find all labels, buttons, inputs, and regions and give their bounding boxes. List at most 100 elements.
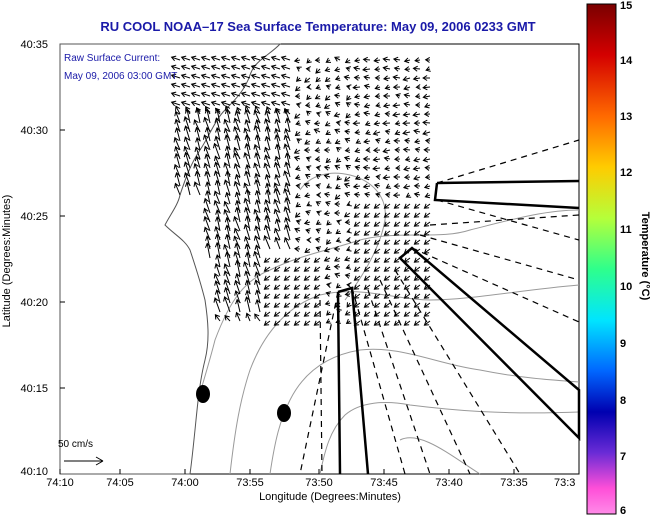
current-vector: [315, 84, 321, 90]
current-vector: [293, 245, 301, 252]
current-vector: [214, 225, 221, 241]
current-vector: [305, 156, 312, 162]
current-vector: [346, 282, 352, 288]
x-tick-label: 73:35: [500, 477, 528, 489]
current-vector: [263, 302, 271, 308]
current-vector: [344, 176, 351, 182]
current-vector: [346, 302, 352, 308]
current-vector: [283, 206, 291, 223]
current-vector: [183, 151, 191, 169]
current-vector: [363, 248, 371, 254]
x-tick-label: 73:3: [554, 477, 576, 489]
current-vector: [283, 257, 291, 263]
current-vector: [373, 275, 381, 281]
current-vector: [224, 108, 231, 124]
current-vector: [264, 135, 271, 151]
current-vector: [363, 83, 371, 90]
current-vector: [344, 256, 351, 262]
current-vector: [333, 246, 341, 252]
current-vector: [315, 111, 322, 117]
current-vector: [280, 73, 291, 80]
current-vector: [333, 256, 341, 262]
current-vector: [393, 239, 401, 245]
current-vector: [233, 152, 241, 169]
current-vector: [244, 108, 251, 124]
current-vector: [274, 173, 281, 187]
current-vector: [315, 219, 322, 225]
current-vector: [303, 302, 311, 308]
current-vector: [344, 119, 351, 126]
current-vector: [393, 284, 401, 290]
current-vector: [283, 311, 291, 317]
current-vector: [254, 189, 261, 205]
current-vector: [264, 154, 271, 169]
current-vector: [283, 275, 291, 281]
current-vector: [404, 156, 411, 163]
current-vector: [223, 118, 231, 133]
current-vector: [243, 151, 251, 169]
current-vector: [325, 138, 332, 144]
current-vector: [413, 230, 421, 236]
current-vector: [336, 175, 342, 181]
current-vector: [345, 84, 352, 90]
current-vector: [352, 183, 361, 190]
current-vector: [343, 74, 351, 81]
current-vector: [214, 289, 221, 304]
current-vector: [194, 107, 201, 124]
current-vector: [180, 91, 191, 98]
current-vector: [294, 174, 301, 180]
current-vector: [363, 203, 371, 209]
current-vector: [283, 134, 291, 151]
current-vector: [383, 155, 391, 162]
current-vector: [333, 210, 341, 216]
current-vector: [344, 128, 351, 135]
current-vector: [334, 128, 341, 134]
current-vector: [373, 212, 381, 218]
current-vector: [423, 111, 431, 117]
current-vector: [295, 219, 302, 225]
current-vector: [304, 247, 311, 253]
current-vector: [353, 74, 361, 81]
current-vector: [184, 108, 191, 124]
current-vector: [315, 246, 322, 252]
current-vector: [414, 57, 421, 64]
current-vector: [313, 284, 321, 290]
current-vector: [305, 130, 311, 136]
current-vector: [202, 134, 211, 151]
current-vector: [253, 235, 261, 250]
current-vector: [183, 161, 191, 178]
current-vector: [170, 91, 181, 98]
current-vector: [294, 165, 301, 171]
x-tick-label: 73:40: [435, 477, 463, 489]
current-vector: [200, 82, 211, 89]
current-vector: [254, 199, 261, 214]
current-vector: [423, 230, 431, 236]
colorbar-title: Temperature (°C): [639, 211, 651, 301]
current-vector: [273, 257, 281, 263]
current-vector: [265, 106, 272, 115]
current-vector: [260, 100, 271, 107]
current-vector: [253, 208, 261, 223]
current-vector: [395, 165, 401, 171]
current-vector: [293, 155, 301, 162]
current-vector: [274, 236, 281, 250]
current-vector: [223, 286, 231, 304]
current-vector: [295, 202, 302, 208]
current-vector: [274, 218, 281, 232]
current-vector: [184, 181, 191, 196]
current-vector: [174, 110, 181, 124]
current-vector: [363, 174, 371, 181]
current-vector: [325, 201, 331, 207]
current-vector: [353, 212, 361, 218]
current-vector: [264, 126, 271, 142]
current-vector: [214, 314, 221, 322]
current-vector: [170, 100, 181, 107]
current-vector: [315, 192, 322, 198]
current-vector: [393, 137, 401, 144]
current-vector: [335, 229, 341, 235]
current-vector: [303, 257, 311, 263]
current-vector: [190, 82, 201, 89]
current-vector: [313, 293, 321, 299]
colorbar-tick: 14: [620, 55, 633, 67]
current-vector: [273, 302, 281, 308]
